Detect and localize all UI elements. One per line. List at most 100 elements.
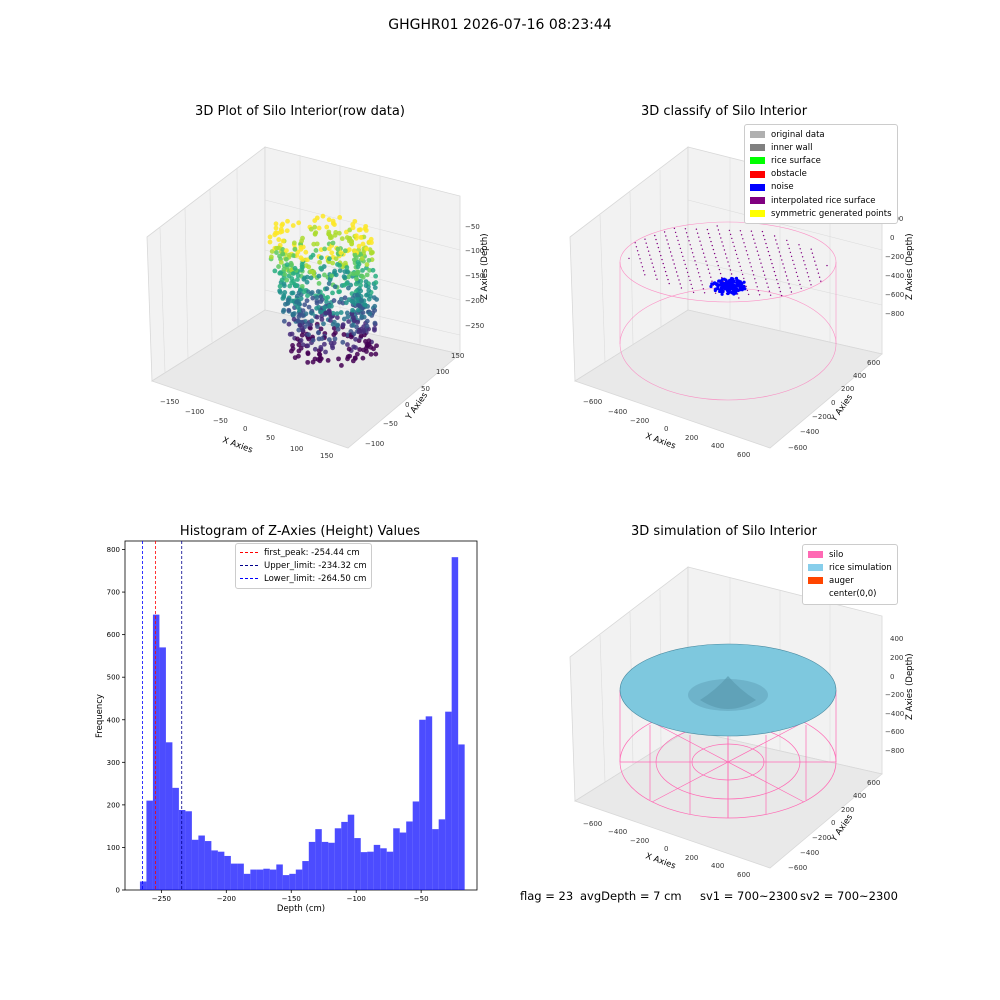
noise-point <box>732 287 736 291</box>
noise-point <box>730 284 734 289</box>
raw-point <box>363 245 369 251</box>
sim-ytick: 200 <box>841 806 854 814</box>
raw-point <box>332 271 337 277</box>
raw-point <box>281 293 287 298</box>
noise-point <box>725 284 729 288</box>
noise-point <box>722 277 726 281</box>
noise-point <box>727 287 731 291</box>
raw-point <box>278 229 283 235</box>
noise-point <box>724 283 729 288</box>
noise-point <box>716 287 720 291</box>
classify-ytick: 200 <box>841 385 854 393</box>
raw-point <box>289 262 295 268</box>
raw-point <box>310 337 316 343</box>
raw-point <box>286 252 292 258</box>
interpolated-point <box>693 256 695 258</box>
raw-point <box>313 314 318 319</box>
raw-point <box>340 339 346 345</box>
interpolated-point <box>714 292 717 294</box>
raw-point <box>330 290 335 296</box>
raw-point <box>372 326 377 332</box>
raw-point <box>358 257 364 263</box>
raw-point <box>312 346 318 352</box>
raw-point <box>300 257 305 263</box>
raw-point <box>346 319 352 324</box>
raw-point <box>307 324 312 330</box>
raw-point <box>361 347 366 353</box>
raw-point <box>313 248 319 253</box>
interpolated-point <box>641 266 644 268</box>
classify-ytick: −600 <box>788 444 807 452</box>
legend-item: inner wall <box>750 141 892 154</box>
interpolated-point <box>782 263 784 265</box>
legend-swatch <box>808 577 823 585</box>
raw-point <box>354 297 359 302</box>
interpolated-point <box>787 279 789 281</box>
noise-point <box>721 289 725 294</box>
raw-point <box>302 324 308 330</box>
interpolated-point <box>750 230 753 232</box>
raw-point <box>345 268 350 274</box>
noise-point <box>733 291 737 295</box>
interpolated-point <box>807 276 810 278</box>
legend-swatch <box>750 157 765 165</box>
interpolated-point <box>706 228 709 231</box>
raw-point <box>294 283 300 289</box>
noise-point <box>718 283 722 287</box>
raw-point <box>299 332 305 338</box>
simulation-legend: silo rice simulation auger center(0,0) <box>802 544 898 605</box>
raw-point <box>358 304 363 310</box>
noise-point <box>727 279 732 283</box>
raw-point <box>352 355 358 361</box>
raw-point <box>331 325 337 331</box>
histogram-bar <box>191 839 199 890</box>
raw-point <box>324 299 329 305</box>
histogram-bar <box>178 809 186 890</box>
raw-point <box>355 291 361 297</box>
noise-point <box>733 285 737 289</box>
noise-point <box>736 288 740 293</box>
interpolated-point <box>781 259 783 261</box>
histogram-bar <box>263 868 270 890</box>
interpolated-point <box>778 286 780 289</box>
noise-point <box>729 285 733 289</box>
interpolated-point <box>635 246 638 248</box>
noise-point <box>732 279 736 283</box>
raw-point <box>341 332 347 337</box>
raw-point <box>305 343 311 349</box>
raw-point <box>349 333 355 338</box>
interpolated-point <box>656 278 658 280</box>
raw-point <box>285 297 291 303</box>
sim-xtick: 400 <box>711 862 724 870</box>
interpolated-point <box>770 258 772 261</box>
interpolated-point <box>776 243 778 245</box>
interpolated-point <box>749 262 751 264</box>
raw-point <box>336 253 342 259</box>
raw-point <box>345 342 350 347</box>
raw-point <box>356 247 362 253</box>
raw-point <box>360 305 365 311</box>
raw-point <box>368 351 374 357</box>
raw-point <box>290 343 295 348</box>
raw-point <box>356 243 362 249</box>
histogram-ytick-label: 0 <box>116 887 120 895</box>
raw-point <box>296 327 302 333</box>
noise-point <box>716 283 720 287</box>
raw-point <box>368 236 374 242</box>
interpolated-point <box>717 264 719 267</box>
raw-point <box>330 254 336 260</box>
legend-line-red <box>240 552 258 554</box>
noise-point <box>727 290 731 295</box>
raw-point <box>310 359 316 365</box>
raw-point <box>299 267 304 273</box>
noise-point <box>735 287 739 291</box>
raw-point <box>359 235 365 240</box>
interpolated-point <box>792 259 794 262</box>
raw-point <box>351 271 357 277</box>
histogram-vlines <box>142 541 183 890</box>
raw-point <box>372 320 378 326</box>
raw-point <box>286 308 292 314</box>
raw-point <box>352 252 358 258</box>
raw-point <box>300 313 306 318</box>
raw-point <box>309 268 315 274</box>
